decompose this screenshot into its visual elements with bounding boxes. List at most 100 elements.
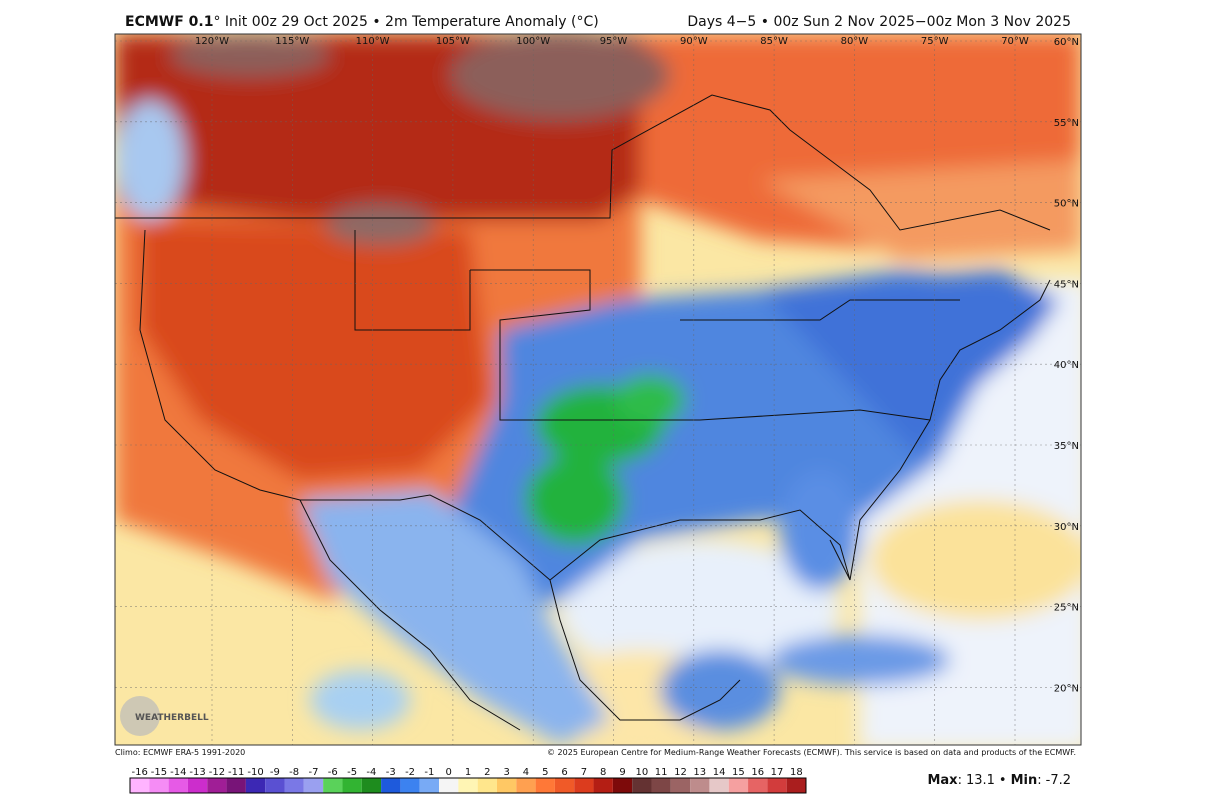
min-label: Min: [1011, 773, 1038, 788]
lat-label: 40°N: [1054, 360, 1079, 371]
colorbar-swatch: [748, 778, 768, 793]
colorbar-swatch: [207, 778, 227, 793]
colorbar-label: -11: [228, 767, 244, 778]
colorbar-swatch: [323, 778, 343, 793]
colorbar-label: 17: [771, 767, 784, 778]
separator: •: [999, 773, 1007, 788]
lat-label: 45°N: [1054, 279, 1079, 290]
colorbar-label: 18: [790, 767, 803, 778]
colorbar-label: 12: [674, 767, 687, 778]
colorbar-swatch: [535, 778, 555, 793]
colorbar-swatch: [400, 778, 420, 793]
max-label: Max: [927, 773, 958, 788]
title: ECMWF 0.1° Init 00z 29 Oct 2025 • 2m Tem…: [125, 14, 599, 30]
lat-label: 30°N: [1054, 522, 1079, 533]
colorbar-swatch: [381, 778, 401, 793]
colorbar-label: 1: [465, 767, 471, 778]
lat-label: 20°N: [1054, 683, 1079, 694]
colorbar-label: -2: [405, 767, 415, 778]
logo-icon: [120, 696, 160, 736]
colorbar-swatch: [690, 778, 710, 793]
lon-label: 100°W: [516, 36, 550, 47]
colorbar-label: -9: [270, 767, 280, 778]
colorbar-swatch: [439, 778, 459, 793]
lon-label: 85°W: [760, 36, 788, 47]
max-value: 13.1: [966, 773, 995, 788]
lat-label: 55°N: [1054, 118, 1079, 129]
graticule: 120°W 115°W 110°W 105°W 100°W 95°W 90°W 85°W 80°…: [115, 34, 1081, 745]
colorbar-swatch: [284, 778, 304, 793]
lat-label: 25°N: [1054, 603, 1079, 614]
colorbar-swatch: [728, 778, 749, 793]
min-value: -7.2: [1046, 773, 1071, 788]
colorbar-swatch: [786, 778, 806, 793]
colorbar-label: -7: [308, 767, 318, 778]
lon-label: 70°W: [1001, 36, 1029, 47]
lon-label: 115°W: [275, 36, 309, 47]
colorbar-label: 6: [561, 767, 567, 778]
colorbar-swatch: [496, 778, 517, 793]
lon-label: 120°W: [195, 36, 229, 47]
colorbar-swatch: [632, 778, 652, 793]
lon-label: 90°W: [680, 36, 708, 47]
colorbar-swatch: [245, 778, 266, 793]
colorbar-label: 10: [635, 767, 648, 778]
colorbar-label: 15: [732, 767, 745, 778]
colorbar-swatch: [477, 778, 497, 793]
colorbar-label: -16: [131, 767, 147, 778]
colorbar-swatch: [767, 778, 787, 793]
colorbar-swatch: [130, 778, 150, 793]
footer-left: Climo: ECMWF ERA-5 1991-2020: [115, 748, 245, 757]
colorbar-swatch: [168, 778, 188, 793]
colorbar-swatch: [651, 778, 671, 793]
colorbar-swatch: [149, 778, 169, 793]
colorbar-label: 13: [693, 767, 706, 778]
colorbar: -16 -15 -14 -13 -12 -11 -10 -9 -8 -7 -6 -5 -4 -3 -2 -1 0…: [129, 767, 807, 794]
lon-label: 105°W: [436, 36, 470, 47]
colorbar-label: -4: [366, 767, 376, 778]
colorbar-swatch: [593, 778, 613, 793]
logo: WEATHERBELL: [135, 713, 209, 723]
colorbar-label: -10: [247, 767, 263, 778]
stats: Max: 13.1 • Min: -7.2: [927, 773, 1071, 788]
colorbar-swatch: [187, 778, 208, 793]
lat-label: 60°N: [1054, 37, 1079, 48]
colorbar-swatch: [670, 778, 691, 793]
colorbar-swatch: [226, 778, 246, 793]
colorbar-label: 11: [655, 767, 668, 778]
colorbar-swatch: [554, 778, 575, 793]
lon-label: 80°W: [841, 36, 869, 47]
colorbar-label: -15: [151, 767, 167, 778]
colorbar-swatch: [516, 778, 536, 793]
model: ECMWF 0.1: [125, 14, 213, 30]
colorbar-frame: [129, 777, 807, 794]
colorbar-label: -13: [189, 767, 205, 778]
lon-label: 110°W: [356, 36, 390, 47]
colorbar-label: -5: [347, 767, 357, 778]
title-text: ° Init 00z 29 Oct 2025 • 2m Temperature …: [213, 14, 598, 30]
colorbar-swatch: [709, 778, 729, 793]
colon: :: [1037, 773, 1041, 788]
lon-label: 95°W: [600, 36, 628, 47]
colorbar-swatch: [612, 778, 633, 793]
valid-time: Days 4−5 • 00z Sun 2 Nov 2025−00z Mon 3 …: [687, 14, 1071, 30]
lat-label: 35°N: [1054, 441, 1079, 452]
lat-label: 50°N: [1054, 199, 1079, 210]
colon: :: [958, 773, 962, 788]
footer-right: © 2025 European Centre for Medium-Range …: [547, 748, 1076, 757]
colorbar-swatch: [303, 778, 324, 793]
colorbar-label: -8: [289, 767, 299, 778]
colorbar-label: -14: [170, 767, 186, 778]
colorbar-swatch: [419, 778, 440, 793]
colorbar-label: 14: [713, 767, 726, 778]
colorbar-swatch: [342, 778, 362, 793]
map-frame: [114, 33, 1082, 746]
colorbar-label: -1: [424, 767, 434, 778]
colorbar-label: 2: [484, 767, 490, 778]
colorbar-label: 5: [542, 767, 548, 778]
colorbar-swatch: [265, 778, 285, 793]
colorbar-label: 3: [503, 767, 509, 778]
colorbar-label: 4: [523, 767, 529, 778]
colorbar-label: 0: [445, 767, 451, 778]
